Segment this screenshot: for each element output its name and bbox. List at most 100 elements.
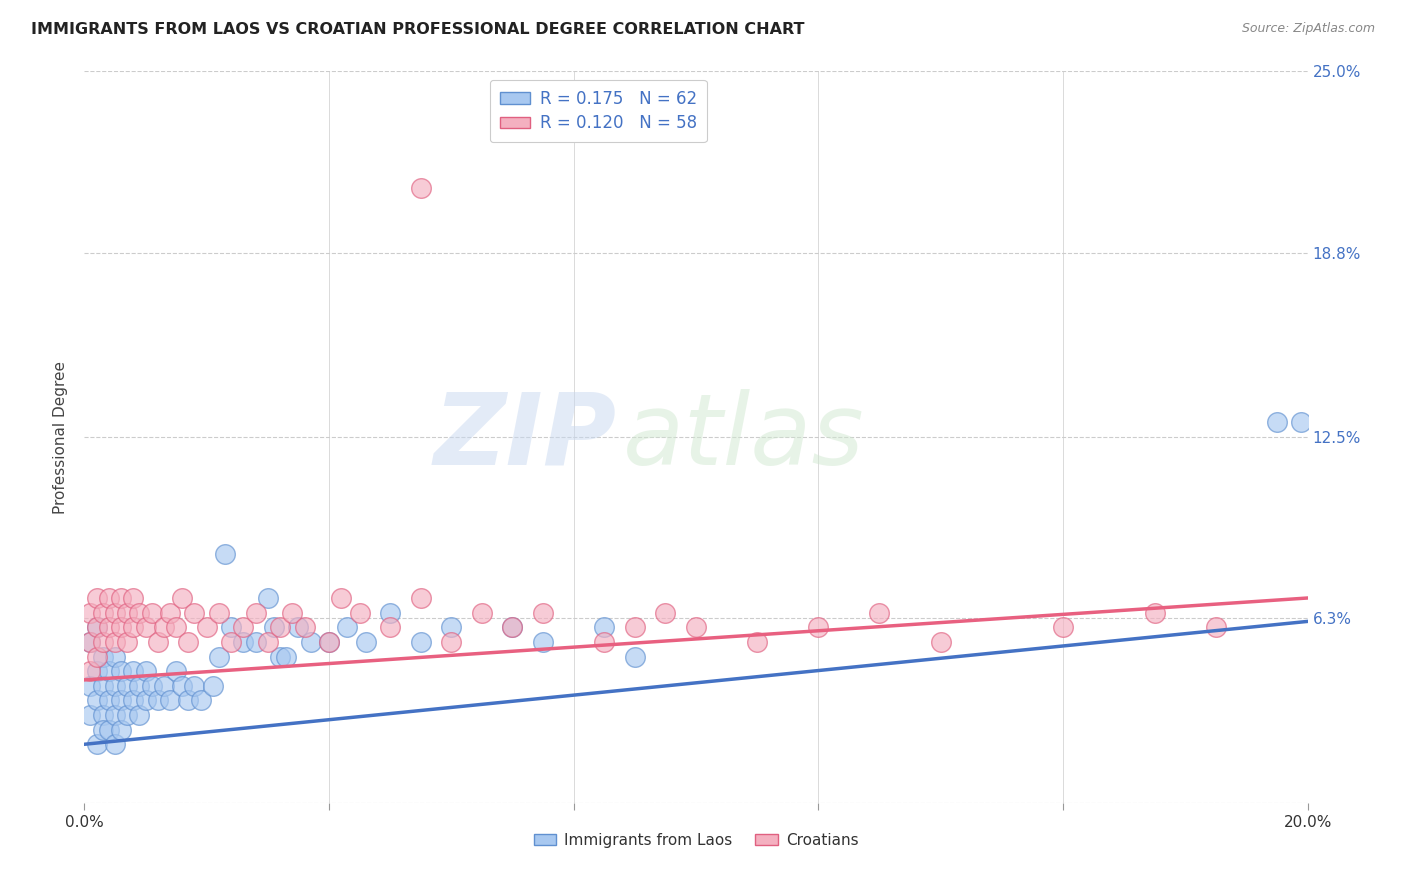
Point (531, 635, 554, 649)
Point (86, 620, 108, 634)
Point (104, 635, 127, 649)
Point (97, 591, 120, 605)
Point (232, 620, 254, 634)
Point (153, 679, 176, 693)
Point (177, 635, 200, 649)
Point (79, 635, 101, 649)
Point (128, 708, 150, 723)
Point (97, 664, 120, 678)
Point (214, 547, 236, 561)
Point (91, 679, 114, 693)
Point (593, 635, 616, 649)
Point (79, 708, 101, 723)
Point (349, 606, 371, 620)
Point (165, 664, 187, 678)
Point (747, 635, 769, 649)
Point (269, 649, 291, 664)
Point (135, 664, 157, 678)
Point (294, 620, 316, 634)
Point (146, 635, 169, 649)
Point (263, 620, 285, 634)
Point (86, 737, 108, 751)
Point (318, 635, 340, 649)
Point (201, 679, 224, 693)
Point (531, 606, 554, 620)
Point (208, 606, 231, 620)
Point (257, 591, 280, 605)
Point (869, 606, 891, 620)
Point (624, 649, 647, 664)
Point (104, 737, 127, 751)
Point (593, 620, 616, 634)
Point (146, 693, 169, 707)
Point (122, 591, 145, 605)
Point (104, 708, 127, 723)
Point (183, 606, 205, 620)
Point (115, 606, 138, 620)
Point (110, 591, 132, 605)
Point (115, 635, 138, 649)
Text: IMMIGRANTS FROM LAOS VS CROATIAN PROFESSIONAL DEGREE CORRELATION CHART: IMMIGRANTS FROM LAOS VS CROATIAN PROFESS… (31, 22, 804, 37)
Point (141, 679, 163, 693)
Point (91, 649, 114, 664)
Point (91, 708, 114, 723)
Point (91, 635, 114, 649)
Point (380, 620, 402, 634)
Point (122, 620, 145, 634)
Point (208, 649, 231, 664)
Point (104, 679, 127, 693)
Point (97, 723, 120, 737)
Point (86, 620, 108, 634)
Point (110, 664, 132, 678)
Point (86, 591, 108, 605)
Point (79, 606, 101, 620)
Point (287, 620, 309, 634)
Point (91, 723, 114, 737)
Point (110, 620, 132, 634)
Y-axis label: Professional Degree: Professional Degree (53, 360, 69, 514)
Point (330, 591, 353, 605)
Point (97, 620, 120, 634)
Point (104, 606, 127, 620)
Point (219, 635, 242, 649)
Point (128, 679, 150, 693)
Point (624, 620, 647, 634)
Point (1205, 620, 1227, 634)
Point (135, 693, 157, 707)
Point (1265, 416, 1288, 430)
Point (257, 635, 280, 649)
Point (1143, 606, 1166, 620)
Point (128, 606, 150, 620)
Point (159, 606, 181, 620)
Point (440, 620, 463, 634)
Point (122, 693, 145, 707)
Point (471, 606, 494, 620)
Point (115, 679, 138, 693)
Point (190, 693, 212, 707)
Point (929, 635, 952, 649)
Point (79, 635, 101, 649)
Point (654, 606, 676, 620)
Point (502, 620, 524, 634)
Point (807, 620, 830, 634)
Point (91, 606, 114, 620)
Point (110, 693, 132, 707)
Point (269, 620, 291, 634)
Point (354, 635, 377, 649)
Point (110, 723, 132, 737)
Text: atlas: atlas (623, 389, 865, 485)
Point (195, 620, 218, 634)
Point (409, 635, 432, 649)
Point (380, 606, 402, 620)
Point (245, 635, 267, 649)
Point (299, 635, 322, 649)
Text: ZIP: ZIP (433, 389, 616, 485)
Point (502, 620, 524, 634)
Point (318, 635, 340, 649)
Point (219, 620, 242, 634)
Point (409, 591, 432, 605)
Point (104, 649, 127, 664)
Point (276, 649, 298, 664)
Point (165, 620, 187, 634)
Point (1052, 620, 1074, 634)
